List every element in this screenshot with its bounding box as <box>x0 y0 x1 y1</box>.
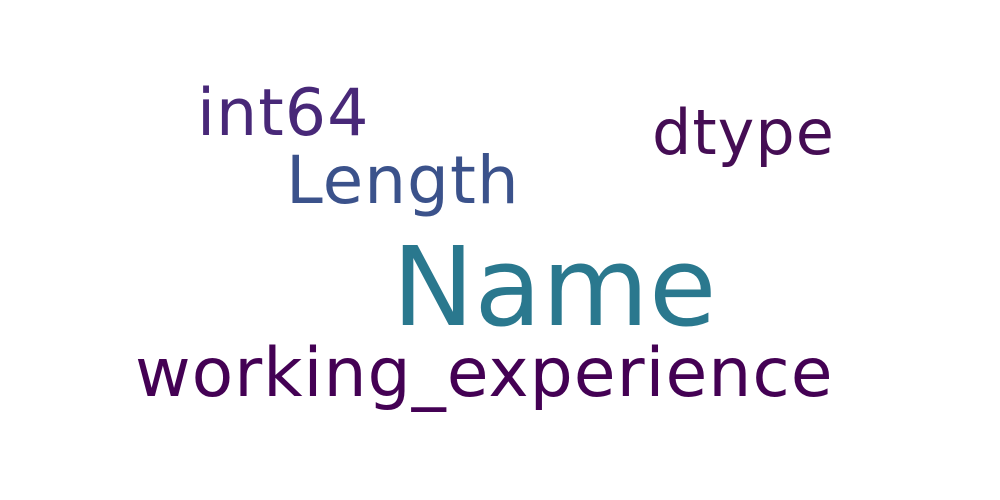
word-dtype: dtype <box>652 96 835 169</box>
word-name: Name <box>392 223 717 351</box>
word-working-experience: working_experience <box>135 334 834 413</box>
word-length: Length <box>286 142 520 219</box>
word-int64: int64 <box>197 76 370 151</box>
